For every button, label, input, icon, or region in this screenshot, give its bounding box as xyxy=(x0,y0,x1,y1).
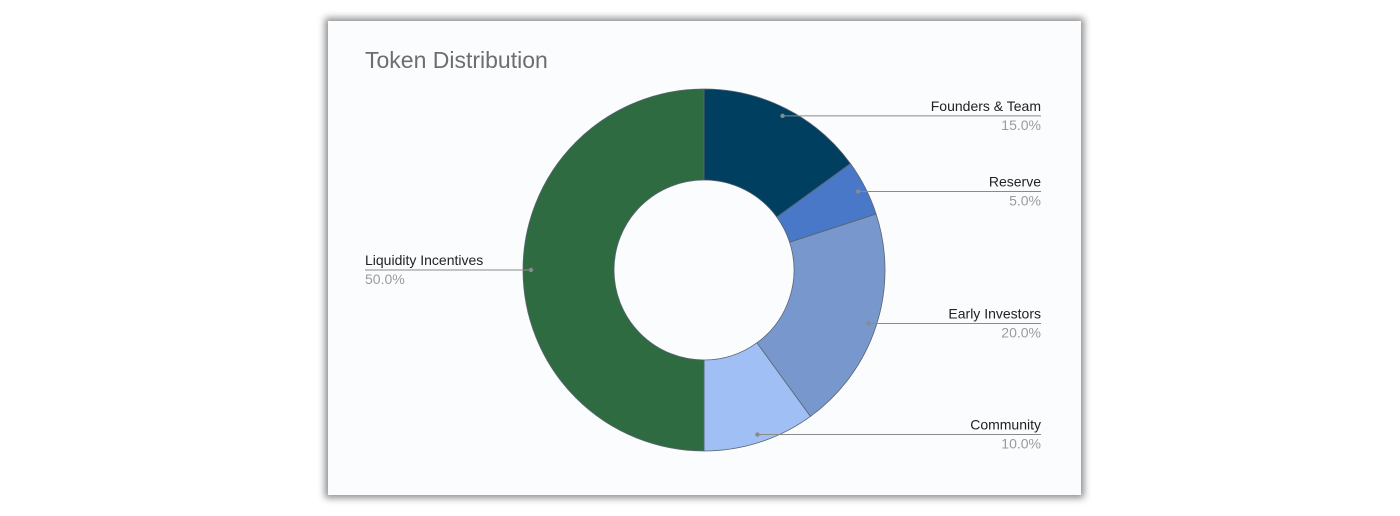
donut-chart: Founders & Team 15.0% Reserve 5.0% Early Inv… xyxy=(365,88,1041,452)
slices-group xyxy=(522,88,886,452)
slice-liquidity-incentives xyxy=(522,88,705,452)
slice-label-founders-and-team: Founders & Team xyxy=(931,98,1041,114)
slice-founders-and-team xyxy=(703,88,851,218)
slice-value-liquidity-incentives: 50.0% xyxy=(365,271,405,287)
slice-label-reserve: Reserve xyxy=(989,173,1041,189)
chart-card: Token Distribution Founders & Team 15.0% R… xyxy=(328,21,1081,495)
slice-value-early-investors: 20.0% xyxy=(1001,324,1041,340)
slice-early-investors xyxy=(756,213,886,417)
slice-value-founders-and-team: 15.0% xyxy=(1001,117,1041,133)
slice-label-liquidity-incentives: Liquidity Incentives xyxy=(365,252,483,268)
slice-value-community: 10.0% xyxy=(1001,436,1041,452)
leader-dot-community xyxy=(755,432,760,437)
labels-group: Founders & Team 15.0% Reserve 5.0% Early Inv… xyxy=(365,98,1041,452)
slice-label-community: Community xyxy=(970,417,1041,433)
slice-label-early-investors: Early Investors xyxy=(948,305,1041,321)
slice-value-reserve: 5.0% xyxy=(1009,192,1041,208)
chart-title: Token Distribution xyxy=(365,47,548,73)
